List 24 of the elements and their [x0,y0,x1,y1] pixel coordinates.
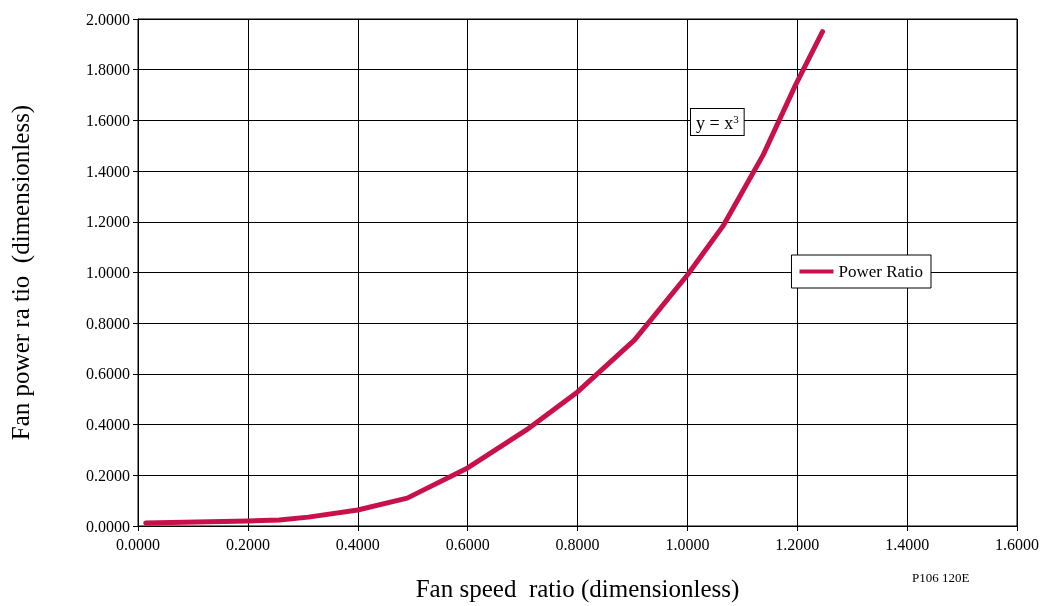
y-tick-label: 1.4000 [86,162,130,180]
y-tick-label: 1.2000 [86,213,130,231]
x-tick-label: 1.4000 [885,535,930,553]
y-tick-label: 1.8000 [86,61,130,79]
x-tick-label: 0.0000 [116,535,160,553]
y-tick-label: 1.0000 [86,264,130,281]
y-tick-label: 0.0000 [86,517,130,535]
y-tick-label: 0.6000 [86,365,130,383]
x-tick-label: 0.8000 [555,535,600,553]
x-tick-label: 1.2000 [775,535,820,553]
x-axis-title: Fan speed ratio (dimensionless) [415,575,740,603]
x-tick-label: 0.6000 [445,535,490,553]
x-tick-label: 0.4000 [335,535,380,553]
x-tick-label: 1.6000 [995,535,1039,553]
y-tick-label: 0.2000 [86,466,130,484]
y-tick-label: 0.4000 [86,416,130,434]
y-tick-label: 2.0000 [86,10,130,28]
y-tick-label: 1.6000 [86,111,130,129]
x-tick-label: 0.2000 [225,535,270,553]
y-tick-label: 0.8000 [86,314,130,332]
legend-label: Power Ratio [838,262,924,281]
y-axis-title: Fan power ra tio (dimensionless) [7,104,35,441]
x-tick-label: 1.0000 [665,535,710,553]
text: P106 120E [912,570,970,585]
